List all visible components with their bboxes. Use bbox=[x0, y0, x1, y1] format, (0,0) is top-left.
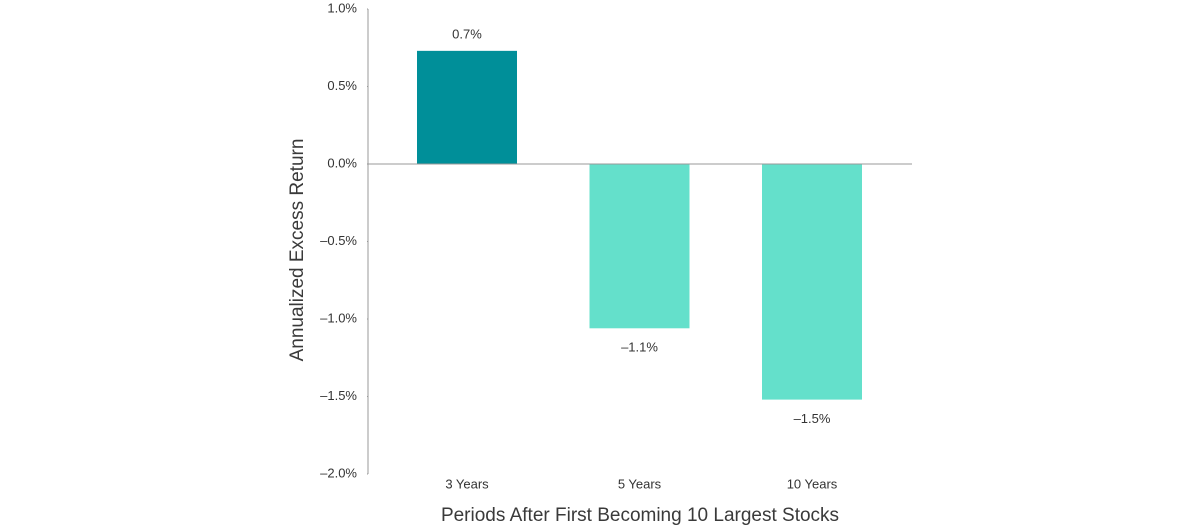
y-tick-label: –0.5% bbox=[320, 233, 357, 248]
y-tick-label: 1.0% bbox=[327, 0, 357, 15]
x-tick-label: 10 Years bbox=[787, 476, 838, 491]
x-tick-label: 3 Years bbox=[445, 476, 489, 491]
bar bbox=[589, 164, 690, 329]
value-label: –1.5% bbox=[794, 411, 831, 426]
x-tick-label: 5 Years bbox=[618, 476, 662, 491]
y-tick-label: –1.5% bbox=[320, 388, 357, 403]
value-label: –1.1% bbox=[621, 340, 658, 355]
y-tick-label: 0.0% bbox=[327, 155, 357, 170]
y-tick-label: 0.5% bbox=[327, 78, 357, 93]
x-axis-title: Periods After First Becoming 10 Largest … bbox=[441, 505, 839, 526]
bar bbox=[762, 164, 862, 400]
value-label: 0.7% bbox=[452, 26, 482, 41]
y-axis-title: Annualized Excess Return bbox=[287, 139, 308, 362]
bar bbox=[417, 50, 517, 164]
y-tick-label: –2.0% bbox=[320, 465, 357, 480]
y-tick-label: –1.0% bbox=[320, 310, 357, 325]
